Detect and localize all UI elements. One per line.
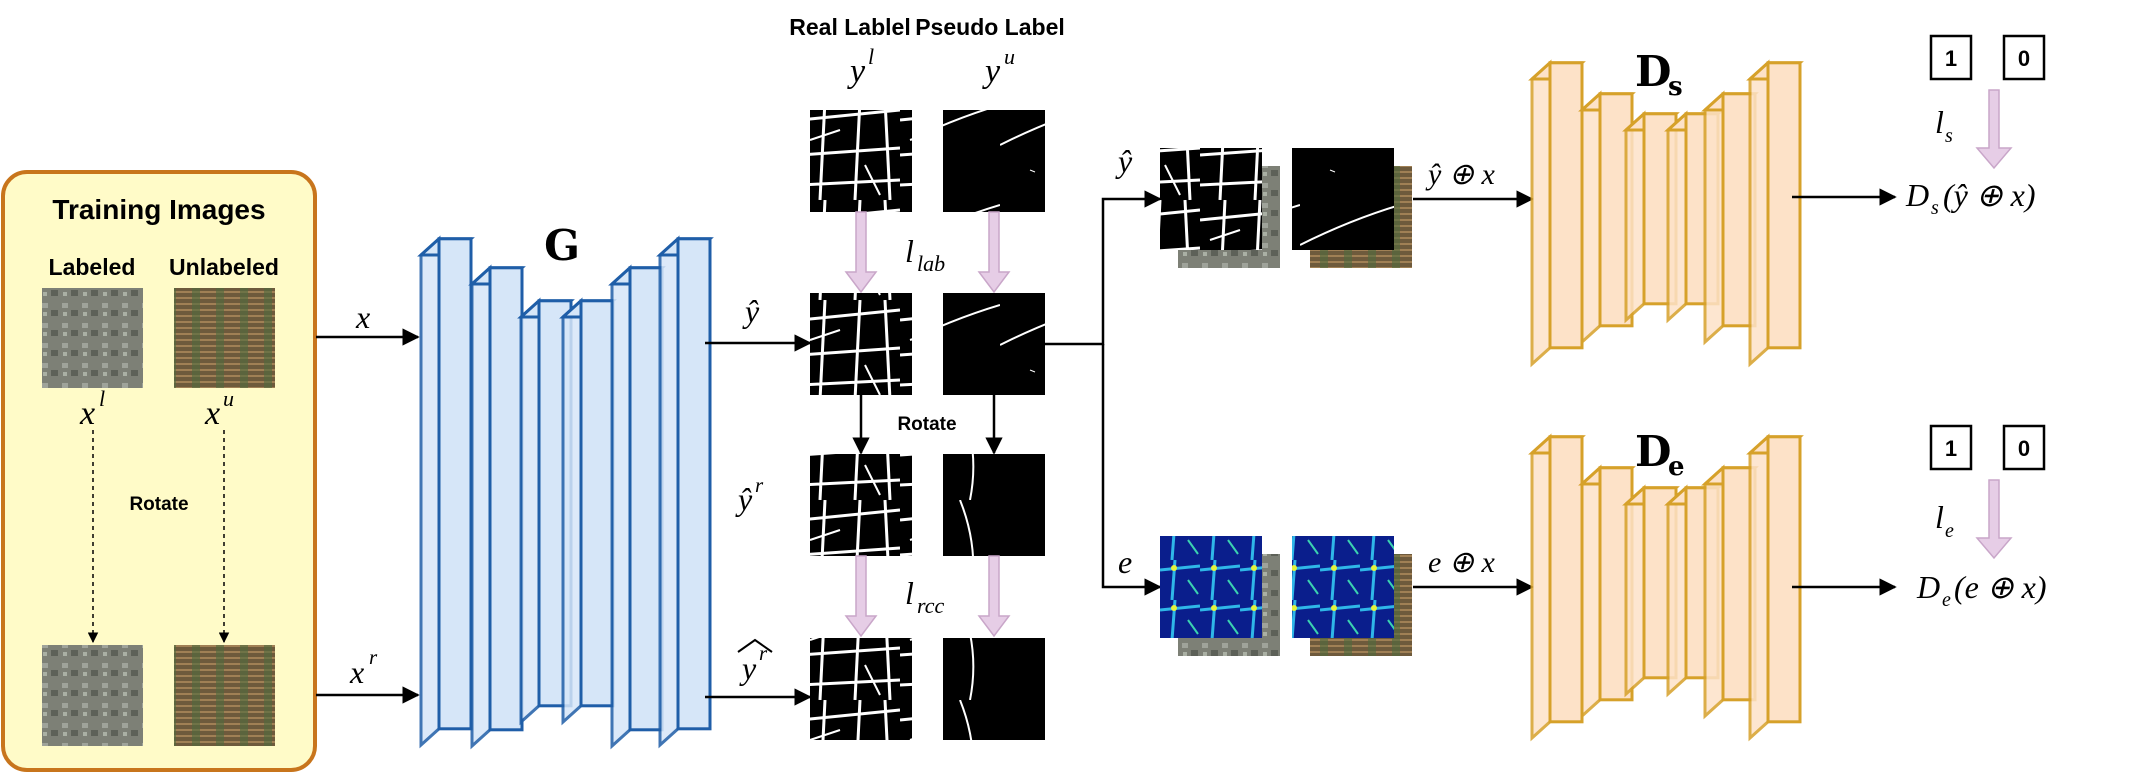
- yu-variable: y: [982, 53, 1001, 90]
- yhat-pred-pseudo-image: [943, 293, 1045, 395]
- lab-loss-arrow-pseudo: [979, 212, 1009, 292]
- ls-label: l: [1935, 104, 1944, 140]
- branch-e-label: e: [1118, 544, 1132, 580]
- ywide-r-pseudo-image: [943, 638, 1045, 740]
- unlabeled-satellite-image: [174, 288, 275, 388]
- xl-superscript: l: [99, 386, 105, 411]
- de-output-subscript: e: [1942, 589, 1951, 611]
- labeled-column-label: Labeled: [49, 254, 136, 280]
- rotate-label-center: Rotate: [897, 414, 956, 435]
- gen-layer-6: [660, 239, 710, 745]
- e-fg-heatmap-1: [1160, 536, 1262, 638]
- le-loss-arrow: [1977, 480, 2011, 558]
- de-subscript: e: [1668, 452, 1685, 482]
- de-output-symbol: D: [1916, 569, 1940, 605]
- l-rcc-label: l: [905, 575, 914, 611]
- e-fg-heatmap-2: [1292, 536, 1394, 638]
- generator-network: [421, 239, 710, 746]
- pseudo-label-header: Pseudo Label: [915, 14, 1065, 40]
- de-output-argument: (e ⊕ x): [1954, 569, 2047, 605]
- ds-target-zero: 0: [2018, 46, 2030, 71]
- de-layer-5: [1705, 468, 1755, 716]
- yhat-pred-image: [810, 293, 912, 395]
- real-label-header: Real Lablel: [789, 14, 910, 40]
- xu-superscript: u: [223, 386, 234, 411]
- x-input-label: x: [355, 299, 370, 335]
- rcc-loss-arrow-pseudo: [979, 556, 1009, 636]
- gen-layer-2: [472, 268, 522, 746]
- discriminator-s-network: [1532, 63, 1800, 364]
- ls-subscript: s: [1945, 125, 1953, 147]
- yhat-output-label: ŷ: [742, 293, 760, 329]
- ds-output-symbol: D: [1905, 177, 1929, 213]
- ds-layer-6: [1750, 63, 1800, 364]
- yl-variable: y: [847, 53, 866, 90]
- le-label: l: [1935, 499, 1944, 535]
- branch-arrow-yhat: [1045, 199, 1160, 344]
- yhat-fg-mask-1: [1160, 148, 1262, 250]
- yhat-oplus-x-label: ŷ ⊕ x: [1425, 158, 1495, 191]
- discriminator-e-network: [1532, 437, 1800, 738]
- l-lab-label: l: [905, 233, 914, 269]
- unlabeled-rotated-image: [174, 645, 275, 746]
- ls-loss-arrow: [1977, 90, 2011, 168]
- ds-layer-5: [1705, 94, 1755, 342]
- yhat-r-superscript: r: [755, 473, 764, 497]
- de-target-one: 1: [1945, 436, 1957, 461]
- yu-superscript: u: [1004, 44, 1015, 69]
- xu-variable: x: [204, 395, 220, 432]
- rcc-loss-arrow-real: [846, 556, 876, 636]
- de-target-zero: 0: [2018, 436, 2030, 461]
- pseudo-label-image: [943, 110, 1045, 212]
- training-images-title: Training Images: [52, 194, 265, 225]
- ds-layer-1: [1532, 63, 1582, 364]
- de-label: D: [1635, 427, 1671, 476]
- yhat-fg-mask-2: [1292, 148, 1394, 250]
- gen-layer-5: [612, 268, 662, 746]
- l-rcc-subscript: rcc: [917, 593, 945, 618]
- lab-loss-arrow-real: [846, 212, 876, 292]
- de-layer-1: [1532, 437, 1582, 738]
- l-lab-subscript: lab: [917, 251, 945, 276]
- rotate-label-left: Rotate: [129, 494, 188, 515]
- xr-input-superscript: r: [369, 645, 378, 669]
- yhat-r-image: [810, 454, 912, 556]
- le-subscript: e: [1945, 520, 1954, 542]
- ds-target-one: 1: [1945, 46, 1957, 71]
- ds-output-subscript: s: [1931, 197, 1939, 219]
- xl-variable: x: [79, 395, 95, 432]
- e-oplus-x-label: e ⊕ x: [1428, 546, 1495, 579]
- yhat-r-label: ŷ: [735, 481, 753, 517]
- ywide-output-label: y: [739, 650, 757, 686]
- ywide-r-image: [810, 638, 912, 740]
- branch-yhat-label: ŷ: [1115, 143, 1133, 179]
- training-images-panel: Training Images Labeled Unlabeled x l x …: [3, 172, 315, 770]
- labeled-satellite-image: [42, 288, 143, 388]
- ds-output-argument: (ŷ ⊕ x): [1943, 177, 2036, 213]
- yhat-r-pseudo-image: [943, 454, 1045, 556]
- unlabeled-column-label: Unlabeled: [169, 254, 279, 280]
- xr-input-label: x: [349, 654, 364, 690]
- gen-layer-1: [421, 239, 471, 745]
- generator-label: G: [544, 221, 580, 270]
- yl-superscript: l: [868, 44, 874, 69]
- real-label-image: [810, 110, 912, 212]
- gen-layer-4: [563, 301, 613, 722]
- labeled-rotated-image: [42, 645, 143, 746]
- ds-subscript: s: [1668, 72, 1683, 102]
- ds-label: D: [1635, 47, 1671, 96]
